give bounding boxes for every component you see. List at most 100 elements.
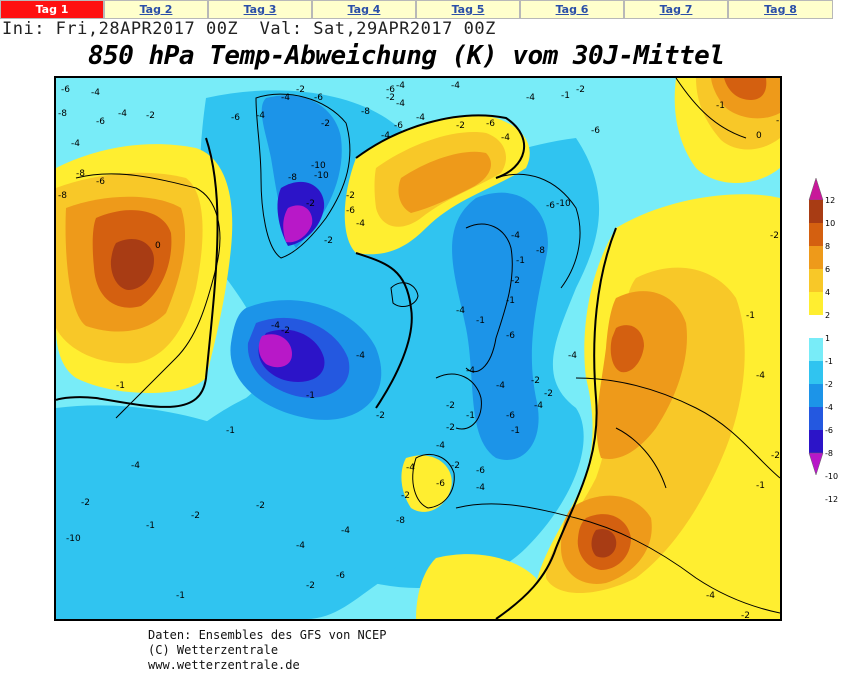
anomaly-label: -2 — [146, 111, 155, 121]
colorbar-tick-label: -2 — [825, 380, 833, 389]
anomaly-label: -4 — [511, 231, 520, 241]
anomaly-label: -1 — [746, 311, 755, 321]
anomaly-label: -2 — [511, 276, 520, 286]
anomaly-label: -8 — [58, 109, 67, 119]
tab-day-6[interactable]: Tag 6 — [520, 0, 624, 19]
colorbar-segment — [809, 200, 823, 223]
anomaly-label: -1 — [716, 101, 725, 111]
footer-url: www.wetterzentrale.de — [148, 658, 300, 672]
anomaly-label: -2 — [446, 401, 455, 411]
tab-day-7[interactable]: Tag 7 — [624, 0, 728, 19]
chart-title: 850 hPa Temp-Abweichung (K) vom 30J-Mitt… — [88, 41, 725, 71]
anomaly-label: -2 — [306, 581, 315, 591]
map-canvas: -6 -4-8-6-4 -2-4-8-8-6-6 -4-2-4 -6-2-8-6 -4-1… — [56, 78, 780, 619]
tab-day-2[interactable]: Tag 2 — [104, 0, 208, 19]
anomaly-label: -6 — [436, 479, 445, 489]
anomaly-label: -4 — [568, 351, 577, 361]
anomaly-label: -4 — [406, 463, 415, 473]
anomaly-label: -2 — [401, 491, 410, 501]
anomaly-label: -4 — [356, 219, 365, 229]
anomaly-label: -4 — [256, 111, 265, 121]
tab-day-5[interactable]: Tag 5 — [416, 0, 520, 19]
colorbar-tick-label: 1 — [825, 334, 830, 343]
anomaly-label: -1 — [466, 411, 475, 421]
tab-day-4[interactable]: Tag 4 — [312, 0, 416, 19]
anomaly-label: -4 — [456, 306, 465, 316]
anomaly-label: -4 — [476, 483, 485, 493]
colorbar-segment — [809, 361, 823, 384]
tab-day-1[interactable]: Tag 1 — [0, 0, 104, 19]
colorbar-tick-label: 10 — [825, 219, 835, 228]
anomaly-label: -6 — [476, 466, 485, 476]
anomaly-label: -6 — [61, 85, 70, 95]
atlantic-cold-2 — [56, 405, 425, 619]
colorbar-tick-label: -8 — [825, 449, 833, 458]
anomaly-label: -2 — [456, 121, 465, 131]
anomaly-label: -1 — [146, 521, 155, 531]
coastlines — [75, 78, 780, 614]
anomaly-label: -2 — [451, 461, 460, 471]
footer: Daten: Ensembles des GFS von NCEP (C) We… — [148, 628, 386, 673]
anomaly-label: -6 — [96, 177, 105, 187]
anomaly-label: -2 — [576, 85, 585, 95]
anomaly-label: -1 — [306, 391, 315, 401]
zero-contour-center — [355, 252, 413, 409]
anomaly-label: -6 — [336, 571, 345, 581]
anomaly-label: -2 — [446, 423, 455, 433]
anomaly-label: -10 — [556, 199, 571, 209]
day-tab-bar: Tag 1 Tag 2 Tag 3 Tag 4 Tag 5 Tag 6 Tag 7 Tag 8 — [0, 0, 843, 19]
colorbar-segment — [809, 246, 823, 269]
anomaly-label: -2 — [544, 389, 553, 399]
anomaly-label: -8 — [288, 173, 297, 183]
anomaly-label: -2 — [346, 191, 355, 201]
anomaly-label: -10 — [66, 534, 81, 544]
anomaly-label: -2 — [386, 93, 395, 103]
anomaly-label: -2 — [81, 498, 90, 508]
anomaly-label: -2 — [281, 326, 290, 336]
anomaly-label: -8 — [76, 169, 85, 179]
anomaly-label: -4 — [416, 113, 425, 123]
anomaly-label: -4 — [341, 526, 350, 536]
anomaly-label: -8 — [396, 516, 405, 526]
anomaly-label: -4 — [466, 366, 475, 376]
anomaly-label: -4 — [526, 93, 535, 103]
anomaly-label: -6 — [546, 201, 555, 211]
anomaly-label: -2 — [770, 231, 779, 241]
anomaly-label: -6 — [591, 126, 600, 136]
colorbar-segment — [809, 269, 823, 292]
anomaly-label: -4 — [396, 81, 405, 91]
anomaly-label: -4 — [356, 351, 365, 361]
anomaly-label: -2 — [191, 511, 200, 521]
anomaly-label: -1 — [776, 116, 780, 126]
colorbar-segment — [809, 292, 823, 315]
anomaly-label: -6 — [506, 331, 515, 341]
colorbar-bottom-cap — [808, 452, 824, 476]
anomaly-label: -1 — [516, 256, 525, 266]
anomaly-value-labels: -6 -4-8-6-4 -2-4-8-8-6-6 -4-2-4 -6-2-8-6 -4-1… — [58, 81, 780, 619]
anomaly-label: -1 — [506, 296, 515, 306]
colorbar-top-cap — [808, 177, 824, 201]
anomaly-label: -4 — [381, 131, 390, 141]
anomaly-label: -4 — [271, 321, 280, 331]
tab-day-3[interactable]: Tag 3 — [208, 0, 312, 19]
footer-data-source: Daten: Ensembles des GFS von NCEP — [148, 628, 387, 642]
anomaly-label: -10 — [314, 171, 329, 181]
anomaly-label: -1 — [511, 426, 520, 436]
anomaly-label: -8 — [361, 107, 370, 117]
anomaly-label: -4 — [436, 441, 445, 451]
anomaly-label: -6 — [506, 411, 515, 421]
anomaly-label: -4 — [131, 461, 140, 471]
anomaly-label: -8 — [536, 246, 545, 256]
anomaly-label: -6 — [346, 206, 355, 216]
tab-day-8[interactable]: Tag 8 — [728, 0, 833, 19]
anomaly-label: -8 — [58, 191, 67, 201]
north-africa-warm — [416, 554, 544, 619]
colorbar-tick-label: 6 — [825, 265, 830, 274]
colorbar-segment — [809, 430, 823, 453]
run-info-line: Ini: Fri,28APR2017 00Z Val: Sat,29APR201… — [2, 19, 496, 39]
anomaly-label: -4 — [396, 99, 405, 109]
colorbar-svg: 12 10 8 6 4 2 1 -1 -2 -4 -6 -8 -10 -12 — [808, 177, 838, 504]
colorbar-tick-label: -6 — [825, 426, 833, 435]
anomaly-label: -6 — [314, 93, 323, 103]
zero-contour-east — [495, 227, 617, 619]
